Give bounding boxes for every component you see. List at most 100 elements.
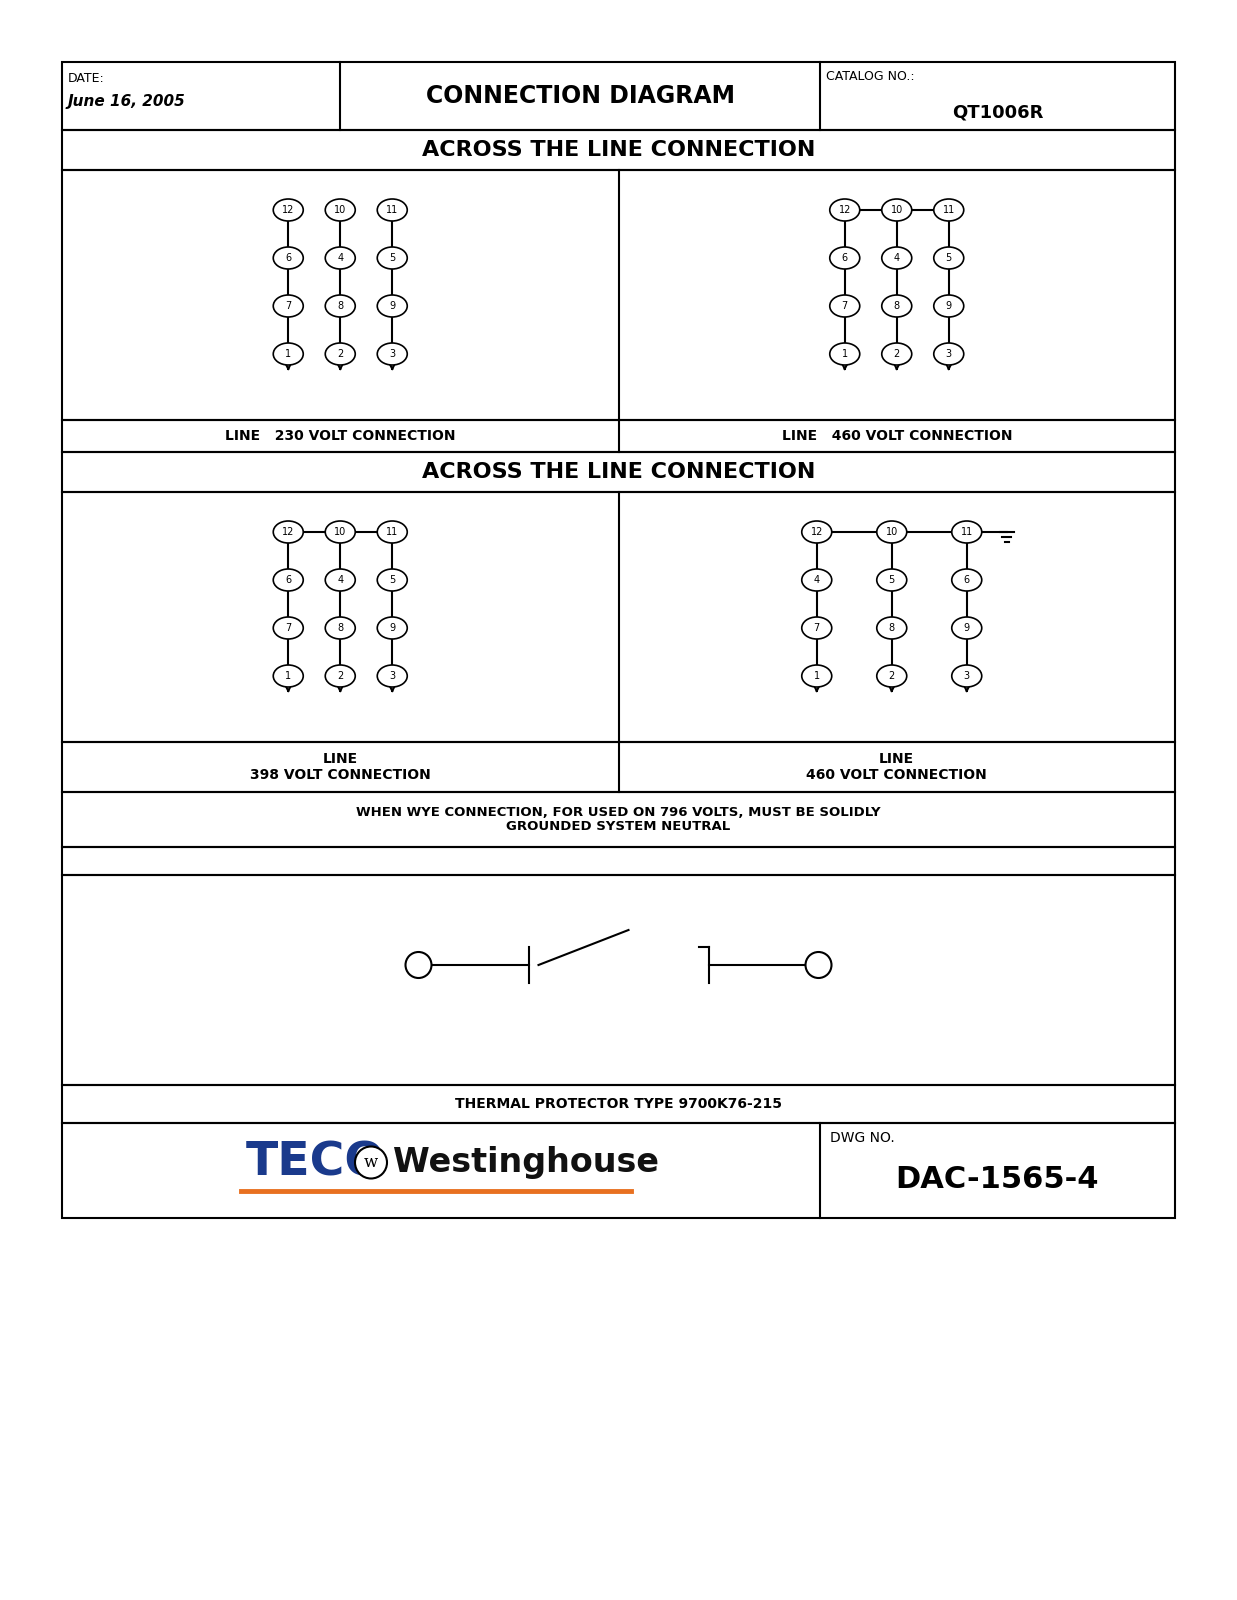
Text: 10: 10 — [886, 526, 898, 538]
Text: 9: 9 — [390, 301, 396, 310]
Ellipse shape — [273, 198, 303, 221]
Ellipse shape — [951, 522, 982, 542]
Ellipse shape — [951, 666, 982, 686]
Ellipse shape — [325, 570, 355, 590]
Ellipse shape — [377, 522, 407, 542]
Text: 3: 3 — [946, 349, 951, 358]
Ellipse shape — [325, 246, 355, 269]
Text: June 16, 2005: June 16, 2005 — [68, 94, 186, 109]
Ellipse shape — [325, 666, 355, 686]
Ellipse shape — [325, 618, 355, 638]
Text: DWG NO.: DWG NO. — [830, 1131, 894, 1146]
Text: 12: 12 — [839, 205, 851, 214]
Text: 2: 2 — [893, 349, 899, 358]
Text: 1: 1 — [286, 349, 291, 358]
Ellipse shape — [882, 198, 912, 221]
Ellipse shape — [273, 294, 303, 317]
Ellipse shape — [377, 342, 407, 365]
Text: 9: 9 — [390, 622, 396, 634]
Ellipse shape — [377, 618, 407, 638]
Text: 7: 7 — [285, 301, 292, 310]
Ellipse shape — [882, 342, 912, 365]
Ellipse shape — [273, 570, 303, 590]
Ellipse shape — [830, 294, 860, 317]
Ellipse shape — [273, 618, 303, 638]
Text: 8: 8 — [888, 622, 894, 634]
Text: 4: 4 — [338, 253, 344, 262]
Text: LINE   460 VOLT CONNECTION: LINE 460 VOLT CONNECTION — [782, 429, 1012, 443]
Ellipse shape — [273, 246, 303, 269]
Text: DATE:: DATE: — [68, 72, 105, 85]
Circle shape — [406, 952, 432, 978]
Ellipse shape — [882, 246, 912, 269]
Ellipse shape — [325, 294, 355, 317]
Text: 7: 7 — [285, 622, 292, 634]
Ellipse shape — [877, 570, 907, 590]
Text: 5: 5 — [888, 574, 894, 586]
Ellipse shape — [951, 570, 982, 590]
Ellipse shape — [934, 246, 964, 269]
Text: 2: 2 — [338, 670, 344, 682]
Text: 6: 6 — [841, 253, 847, 262]
Ellipse shape — [377, 570, 407, 590]
Ellipse shape — [830, 246, 860, 269]
Text: 10: 10 — [334, 526, 346, 538]
Text: 4: 4 — [893, 253, 899, 262]
Ellipse shape — [877, 522, 907, 542]
Text: 3: 3 — [390, 349, 396, 358]
Text: QT1006R: QT1006R — [951, 104, 1043, 122]
Text: CONNECTION DIAGRAM: CONNECTION DIAGRAM — [426, 83, 735, 109]
Ellipse shape — [802, 522, 831, 542]
Ellipse shape — [273, 666, 303, 686]
Text: 8: 8 — [338, 622, 344, 634]
Text: w: w — [364, 1154, 379, 1171]
Text: LINE   230 VOLT CONNECTION: LINE 230 VOLT CONNECTION — [225, 429, 455, 443]
Ellipse shape — [325, 198, 355, 221]
Text: Westinghouse: Westinghouse — [393, 1146, 659, 1179]
Ellipse shape — [830, 198, 860, 221]
Text: 4: 4 — [814, 574, 820, 586]
Text: 2: 2 — [888, 670, 894, 682]
Text: 1: 1 — [286, 670, 291, 682]
Text: 6: 6 — [286, 253, 291, 262]
Ellipse shape — [273, 342, 303, 365]
Text: 9: 9 — [964, 622, 970, 634]
Text: 2: 2 — [338, 349, 344, 358]
Text: 9: 9 — [946, 301, 951, 310]
Text: 5: 5 — [945, 253, 952, 262]
Text: CATALOG NO.:: CATALOG NO.: — [826, 70, 914, 83]
Text: 12: 12 — [810, 526, 823, 538]
Text: 5: 5 — [390, 574, 396, 586]
Text: 3: 3 — [390, 670, 396, 682]
Text: 6: 6 — [286, 574, 291, 586]
Circle shape — [805, 952, 831, 978]
Ellipse shape — [934, 294, 964, 317]
Ellipse shape — [830, 342, 860, 365]
Text: 8: 8 — [338, 301, 344, 310]
Text: 8: 8 — [893, 301, 899, 310]
Ellipse shape — [802, 570, 831, 590]
Text: LINE
398 VOLT CONNECTION: LINE 398 VOLT CONNECTION — [250, 752, 430, 782]
Text: TECO: TECO — [246, 1139, 386, 1186]
Ellipse shape — [934, 198, 964, 221]
Text: THERMAL PROTECTOR TYPE 9700K76-215: THERMAL PROTECTOR TYPE 9700K76-215 — [455, 1098, 782, 1110]
Text: 10: 10 — [891, 205, 903, 214]
Ellipse shape — [951, 618, 982, 638]
Text: 10: 10 — [334, 205, 346, 214]
Text: 12: 12 — [282, 526, 294, 538]
Text: 7: 7 — [814, 622, 820, 634]
Text: ACROSS THE LINE CONNECTION: ACROSS THE LINE CONNECTION — [422, 462, 815, 482]
Text: 11: 11 — [386, 205, 398, 214]
Text: 6: 6 — [964, 574, 970, 586]
Ellipse shape — [802, 618, 831, 638]
Ellipse shape — [934, 342, 964, 365]
Ellipse shape — [273, 522, 303, 542]
Ellipse shape — [377, 198, 407, 221]
Text: ACROSS THE LINE CONNECTION: ACROSS THE LINE CONNECTION — [422, 141, 815, 160]
Text: 5: 5 — [390, 253, 396, 262]
Text: LINE
460 VOLT CONNECTION: LINE 460 VOLT CONNECTION — [807, 752, 987, 782]
Ellipse shape — [802, 666, 831, 686]
Text: 3: 3 — [964, 670, 970, 682]
Text: 12: 12 — [282, 205, 294, 214]
Text: DAC-1565-4: DAC-1565-4 — [896, 1165, 1100, 1194]
